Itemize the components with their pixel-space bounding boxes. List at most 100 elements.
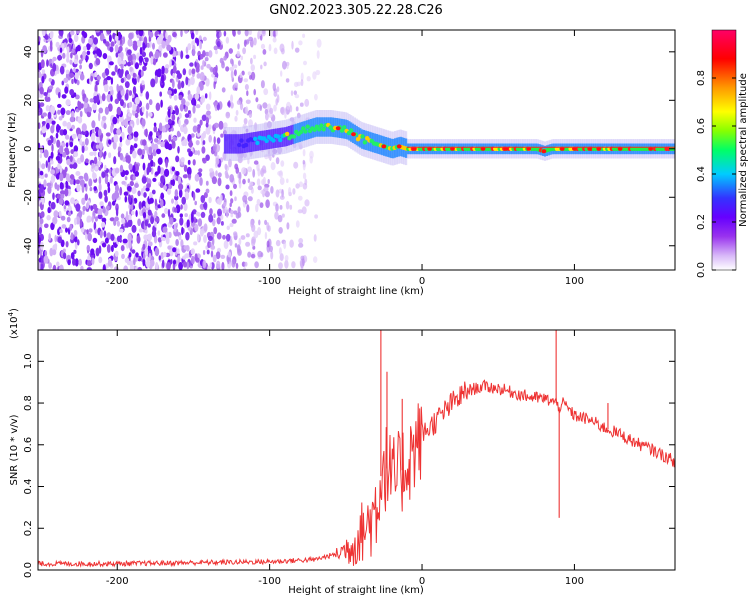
noise-speckle (316, 38, 322, 48)
noise-speckle (177, 51, 181, 56)
noise-speckle (148, 99, 153, 106)
noise-speckle (229, 66, 235, 71)
noise-speckle (205, 51, 210, 57)
noise-speckle (147, 233, 152, 241)
noise-speckle (103, 189, 108, 197)
noise-speckle (187, 43, 192, 51)
noise-speckle (125, 155, 130, 163)
noise-speckle (116, 220, 120, 227)
noise-speckle (140, 70, 144, 77)
noise-speckle (200, 95, 206, 103)
noise-speckle (167, 34, 172, 43)
noise-speckle (80, 154, 85, 163)
noise-speckle (65, 241, 69, 248)
noise-speckle (57, 236, 62, 244)
noise-speckle (186, 166, 192, 176)
noise-speckle (117, 93, 122, 102)
ridge-peak (335, 126, 341, 131)
noise-speckle (114, 98, 120, 105)
noise-speckle (178, 94, 183, 101)
noise-speckle (98, 183, 102, 192)
y-tick-label: 0.4 (23, 479, 34, 495)
noise-speckle (253, 54, 257, 60)
x-tick-label: 0 (419, 576, 425, 587)
noise-speckle (78, 258, 82, 266)
noise-speckle (178, 183, 184, 191)
y-tick-label: 1.0 (23, 353, 34, 369)
noise-speckle (75, 30, 81, 34)
noise-speckle (128, 32, 134, 40)
noise-speckle (92, 172, 97, 180)
noise-speckle (247, 251, 252, 258)
noise-speckle (63, 77, 69, 84)
noise-speckle (295, 106, 299, 112)
noise-speckle (258, 30, 263, 37)
noise-speckle (94, 228, 98, 234)
noise-speckle (56, 139, 61, 148)
noise-speckle (157, 237, 162, 243)
noise-speckle (62, 120, 67, 127)
noise-speckle (167, 90, 173, 95)
ridge-core (275, 134, 281, 139)
ridge-band (249, 132, 252, 152)
noise-speckle (215, 170, 218, 177)
noise-speckle (102, 53, 108, 60)
noise-speckle (239, 72, 243, 79)
noise-speckle (160, 192, 165, 200)
ridge-core (278, 137, 283, 143)
noise-speckle (184, 191, 190, 201)
noise-speckle (146, 42, 150, 48)
noise-speckle (213, 122, 219, 129)
noise-speckle (127, 38, 133, 47)
noise-speckle (49, 31, 54, 39)
noise-speckle (195, 257, 200, 263)
noise-speckle (75, 171, 81, 176)
noise-speckle (302, 33, 306, 38)
noise-speckle (279, 177, 285, 186)
noise-speckle (115, 184, 119, 193)
noise-speckle (65, 134, 70, 140)
ridge-core (298, 129, 304, 135)
noise-speckle (60, 30, 64, 37)
noise-speckle (98, 256, 103, 264)
noise-speckle (192, 49, 196, 57)
noise-speckle (250, 39, 254, 48)
noise-speckle (128, 163, 133, 171)
noise-speckle (214, 49, 218, 55)
noise-speckle (185, 231, 190, 241)
snr-line (38, 379, 675, 568)
noise-speckle (170, 179, 173, 185)
y-tick-label: 0.2 (23, 520, 34, 536)
noise-speckle (60, 190, 65, 195)
noise-speckle (73, 229, 78, 237)
noise-speckle (108, 34, 112, 42)
noise-speckle (145, 187, 150, 192)
noise-speckle (150, 78, 156, 88)
noise-speckle (102, 264, 106, 270)
y-tick-label: 0.0 (23, 562, 34, 578)
noise-speckle (96, 58, 101, 66)
noise-speckle (237, 30, 241, 35)
noise-speckle (210, 245, 216, 250)
noise-speckle (245, 241, 251, 247)
ridge-core (303, 129, 308, 134)
noise-speckle (220, 221, 224, 226)
noise-speckle (38, 160, 41, 169)
noise-speckle (288, 187, 292, 196)
noise-speckle (182, 68, 187, 76)
noise-speckle (261, 165, 267, 173)
noise-speckle (69, 89, 75, 96)
noise-speckle (101, 93, 106, 102)
noise-speckle (229, 222, 234, 228)
noise-speckle (222, 208, 226, 214)
noise-speckle (59, 47, 63, 53)
noise-speckle (279, 205, 283, 210)
noise-speckle (273, 47, 278, 55)
noise-speckle (41, 196, 45, 205)
noise-speckle (88, 62, 93, 70)
noise-speckle (128, 134, 132, 141)
noise-speckle (51, 143, 54, 152)
noise-speckle (265, 199, 270, 209)
noise-speckle (100, 221, 106, 228)
